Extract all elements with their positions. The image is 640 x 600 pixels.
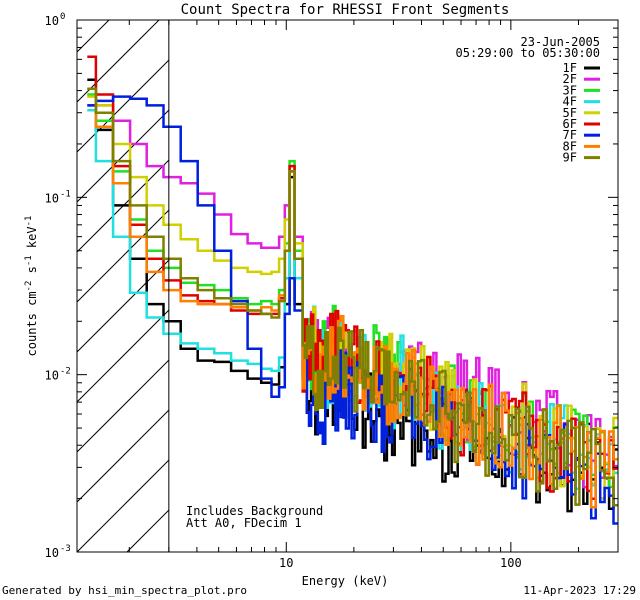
y-axis-label: counts cm-2 s-1 keV-1 bbox=[24, 216, 39, 357]
x-tick-label: 10 bbox=[279, 556, 293, 570]
y-axis-label-kev: keV bbox=[25, 226, 39, 248]
y-tick-label: 10 bbox=[45, 191, 59, 205]
legend-label-7F: 7F bbox=[563, 128, 577, 142]
hatch-line bbox=[77, 359, 170, 453]
y-axis-label-counts: counts cm bbox=[25, 291, 39, 356]
hatch-line bbox=[77, 20, 110, 53]
plot-frame bbox=[76, 19, 619, 553]
x-tick-label: 100 bbox=[500, 556, 522, 570]
y-tick-label: 10 bbox=[45, 14, 59, 28]
background-shaded-region bbox=[77, 20, 170, 552]
series-line-1F bbox=[87, 78, 618, 513]
y-axis-label-s-exp: -1 bbox=[24, 255, 34, 266]
legend-label-9F: 9F bbox=[563, 151, 577, 165]
y-axis-label-s: s bbox=[25, 266, 39, 273]
y-tick-label-exp: -1 bbox=[60, 189, 71, 199]
y-tick-label-exp: -2 bbox=[60, 367, 71, 377]
series-line-9F bbox=[87, 87, 618, 507]
legend-label-2F: 2F bbox=[563, 72, 577, 86]
y-tick-label-exp: 0 bbox=[60, 12, 65, 22]
legend-label-3F: 3F bbox=[563, 83, 577, 97]
annotation-attenuator: Att A0, FDecim 1 bbox=[186, 516, 302, 530]
y-axis-label-kev-exp: -1 bbox=[24, 216, 34, 227]
hatch-line bbox=[77, 459, 170, 552]
legend-label-8F: 8F bbox=[563, 139, 577, 153]
annotation-background: Includes Background bbox=[186, 504, 323, 518]
y-axis-label-cm-exp: -2 bbox=[24, 281, 34, 292]
chart-title: Count Spectra for RHESSI Front Segments bbox=[181, 2, 510, 18]
hatch-line bbox=[77, 309, 170, 403]
footer-generated-by: Generated by hsi_min_spectra_plot.pro bbox=[2, 584, 248, 597]
legend-label-4F: 4F bbox=[563, 95, 577, 109]
series-line-7F bbox=[87, 95, 618, 525]
hatch-line bbox=[77, 209, 170, 303]
legend-label-6F: 6F bbox=[563, 117, 577, 131]
y-tick-label: 10 bbox=[45, 369, 59, 383]
legend-date: 23-Jun-2005 bbox=[521, 35, 600, 49]
footer-timestamp: 11-Apr-2023 17:29 bbox=[523, 584, 636, 597]
series-layer bbox=[87, 55, 618, 525]
legend-label-5F: 5F bbox=[563, 106, 577, 120]
legend-label-1F: 1F bbox=[563, 61, 577, 75]
y-tick-label-exp: -3 bbox=[60, 544, 71, 554]
y-tick-label: 10 bbox=[45, 546, 59, 560]
hatch-line bbox=[126, 509, 170, 552]
hatch-line bbox=[77, 409, 170, 503]
hatch-line bbox=[77, 59, 170, 153]
hatch-line bbox=[77, 109, 170, 203]
x-axis-label: Energy (keV) bbox=[302, 574, 389, 588]
hatch-line bbox=[77, 259, 170, 353]
series-line-8F bbox=[87, 87, 618, 509]
svg-text:counts cm-2 s-1 keV-1: counts cm-2 s-1 keV-1 bbox=[24, 216, 39, 357]
legend-time-range: 05:29:00 to 05:30:00 bbox=[456, 46, 601, 60]
